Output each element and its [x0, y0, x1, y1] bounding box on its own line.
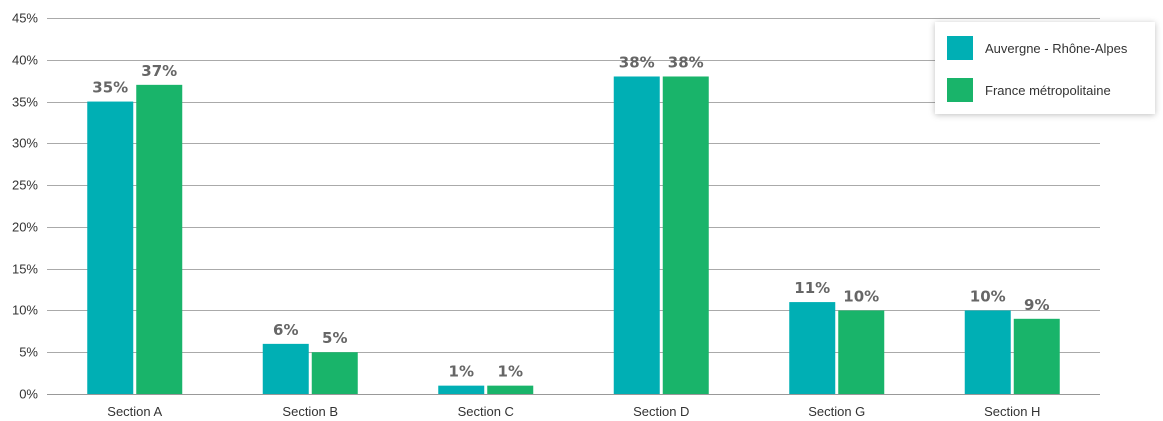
y-tick-label: 10% [12, 303, 38, 318]
data-label: 10% [843, 287, 879, 305]
x-axis: Section A Section B Section C Section D Sect… [107, 404, 1040, 419]
data-label: 1% [498, 363, 523, 381]
bar-2-6 [1013, 318, 1060, 394]
data-label: 5% [322, 329, 347, 347]
y-tick-label: 35% [12, 95, 38, 110]
y-tick-label: 5% [19, 345, 38, 360]
bar-1-3 [438, 385, 485, 394]
data-label: 6% [273, 321, 298, 339]
data-label: 35% [92, 79, 128, 97]
gridlines [47, 18, 1100, 395]
x-category-label: Section H [984, 404, 1040, 419]
legend-item-series-2: France métropolitaine [947, 78, 1111, 102]
bar-2-3 [487, 385, 534, 394]
x-category-label: Section D [633, 404, 689, 419]
data-label: 9% [1024, 296, 1049, 314]
data-label: 37% [141, 62, 177, 80]
y-tick-label: 0% [19, 387, 38, 402]
x-category-label: Section A [107, 404, 162, 419]
legend-item-series-1: Auvergne - Rhône-Alpes [947, 36, 1127, 60]
data-label: 10% [970, 287, 1006, 305]
bar-2-5 [838, 310, 885, 394]
bar-1-1 [87, 101, 134, 395]
x-category-label: Section C [458, 404, 514, 419]
data-labels: 35% 37% 6% 5% 1% 1% 38% 38% 11% 10% 10% 9% [92, 53, 1049, 380]
bar-1-2 [262, 343, 309, 394]
y-tick-label: 20% [12, 220, 38, 235]
data-label: 11% [794, 279, 830, 297]
legend-label-series-1: Auvergne - Rhône-Alpes [985, 40, 1128, 56]
x-category-label: Section B [282, 404, 338, 419]
y-axis: 0% 5% 10% 15% 20% 25% 30% 35% 40% 45% [12, 11, 38, 402]
data-label: 38% [619, 53, 655, 71]
y-tick-label: 40% [12, 53, 38, 68]
legend-swatch-series-1 [947, 36, 973, 60]
bar-2-1 [136, 84, 183, 394]
legend-swatch-series-2 [947, 78, 973, 102]
legend: Auvergne - Rhône-Alpes France métropolit… [935, 22, 1155, 114]
bar-2-2 [311, 352, 358, 394]
y-tick-label: 15% [12, 262, 38, 277]
bar-1-6 [964, 310, 1011, 394]
bars [87, 76, 1060, 395]
legend-label-series-2: France métropolitaine [985, 82, 1111, 98]
bar-2-4 [662, 76, 709, 394]
y-tick-label: 30% [12, 136, 38, 151]
data-label: 38% [668, 53, 704, 71]
x-category-label: Section G [808, 404, 865, 419]
bar-1-4 [613, 76, 660, 394]
y-tick-label: 45% [12, 11, 38, 26]
data-label: 1% [449, 363, 474, 381]
y-tick-label: 25% [12, 178, 38, 193]
bar-1-5 [789, 302, 836, 394]
